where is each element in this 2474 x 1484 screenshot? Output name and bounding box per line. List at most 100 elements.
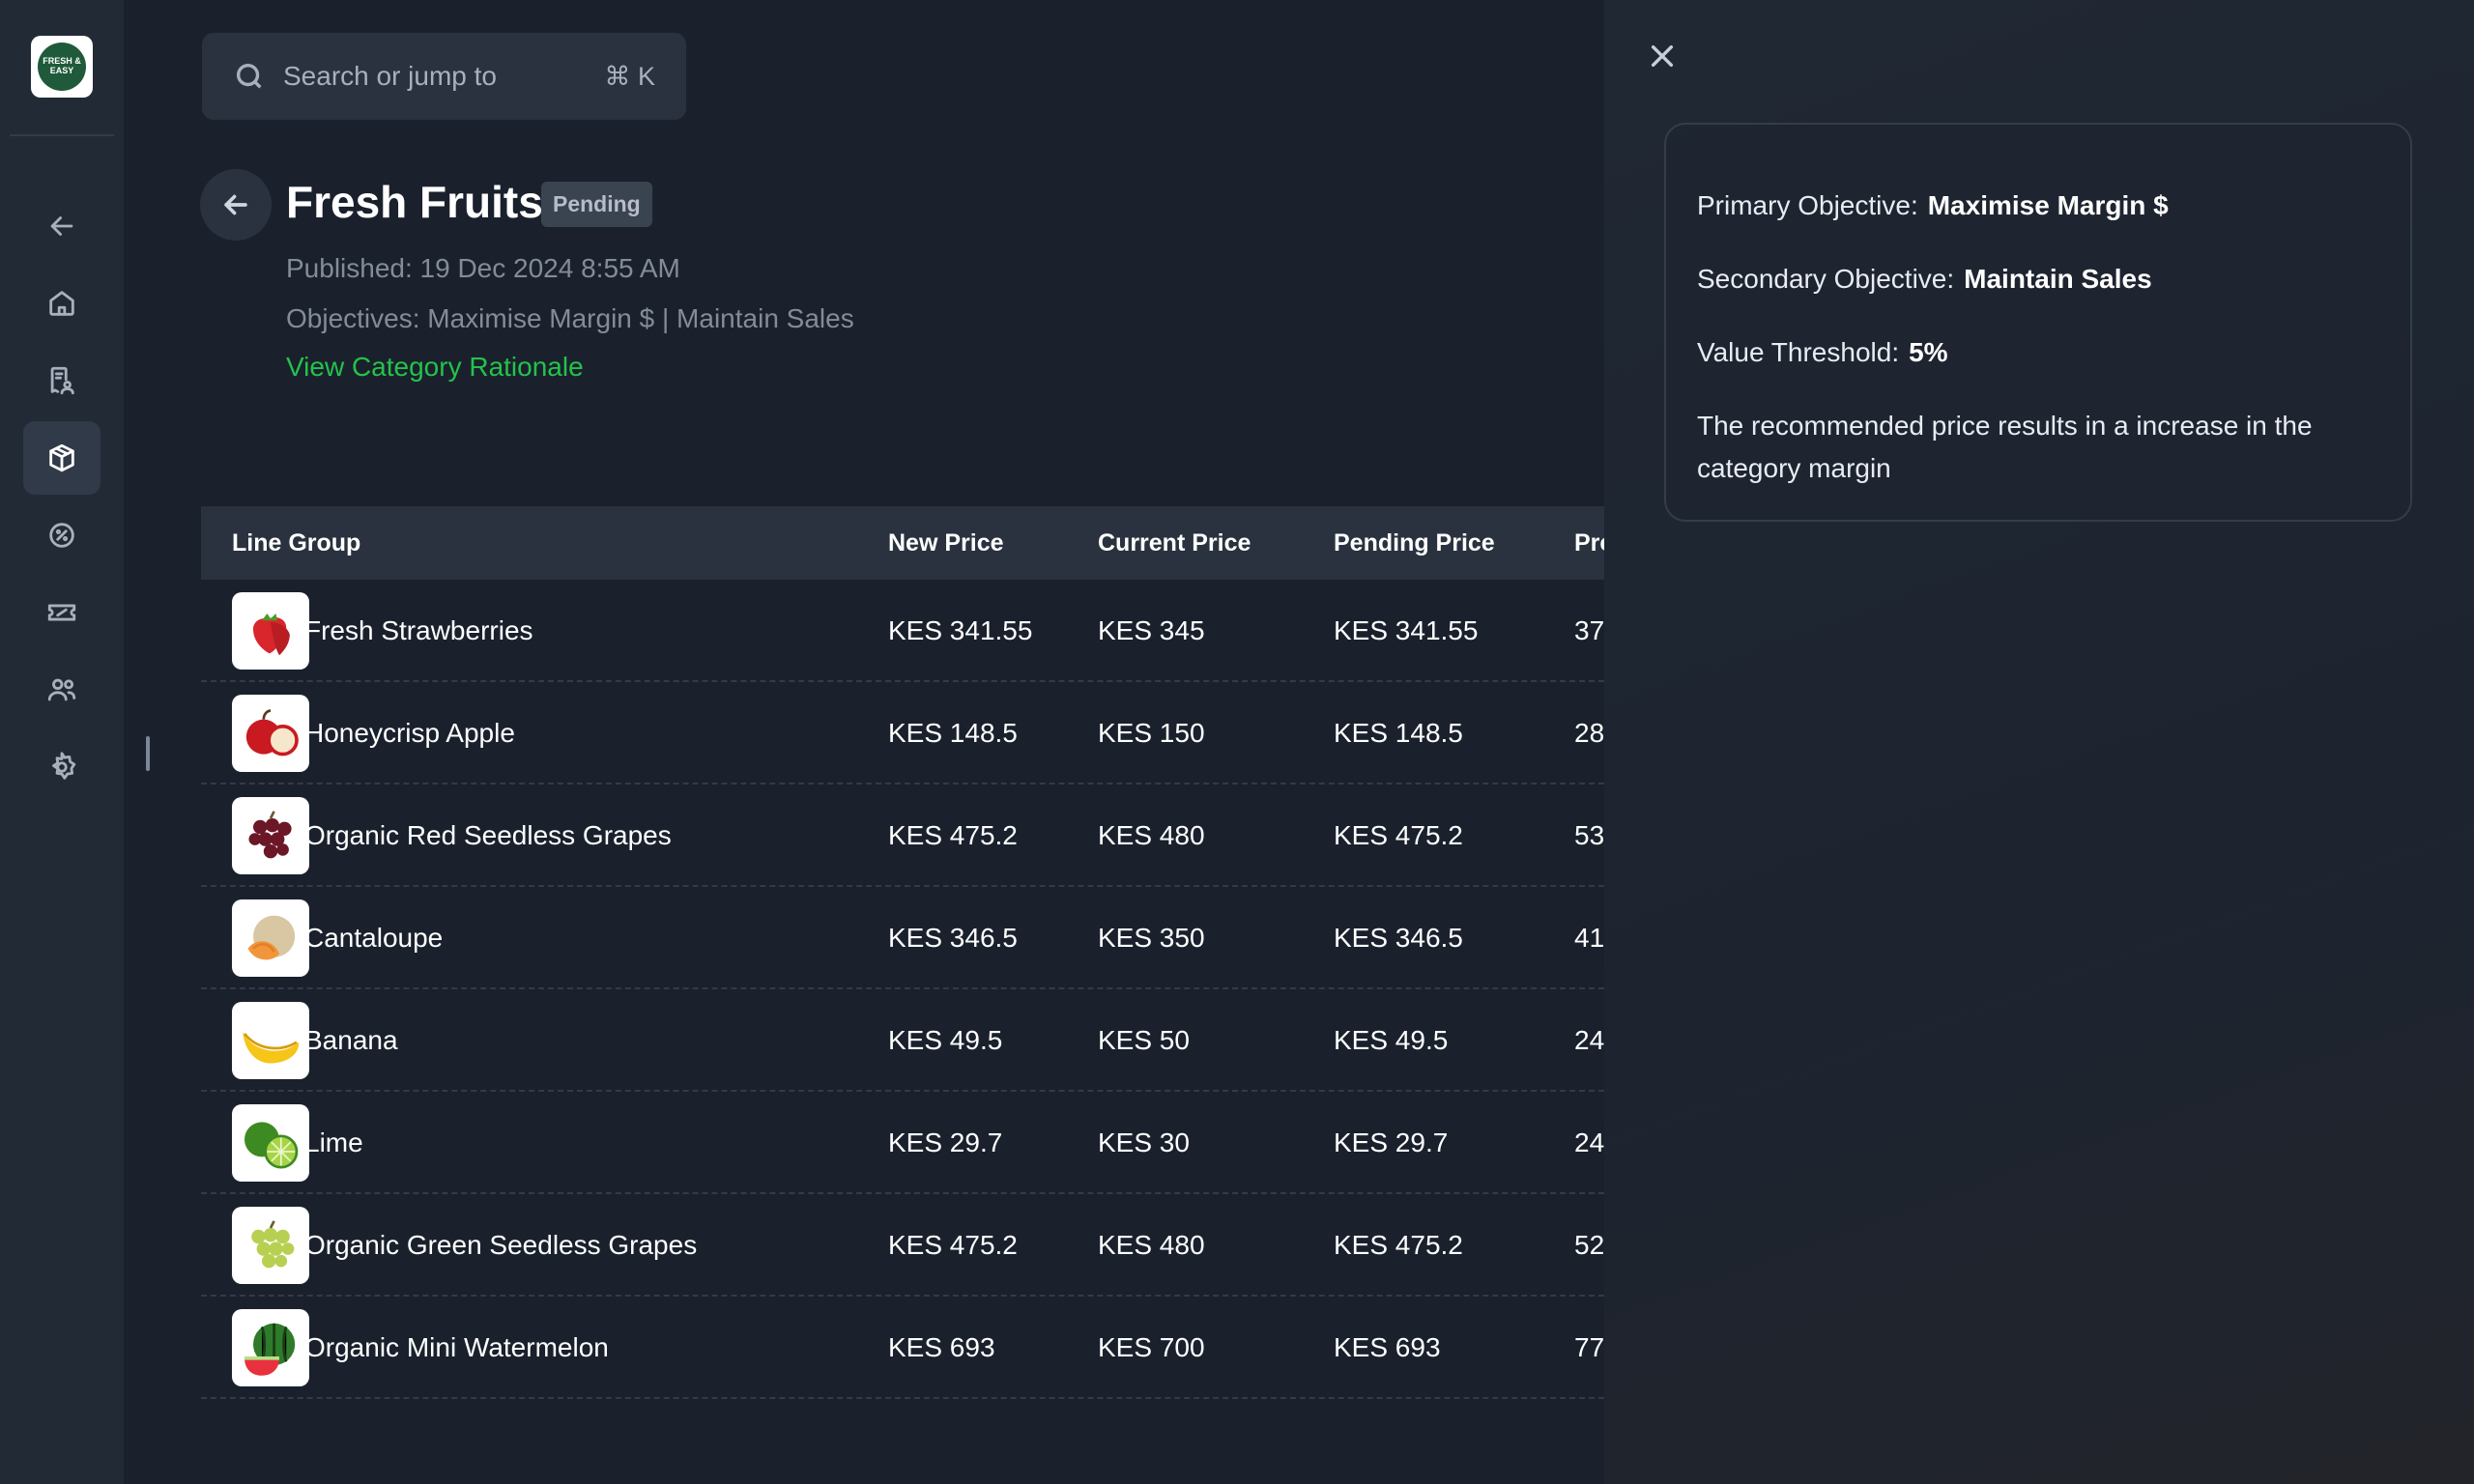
app-logo[interactable]: FRESH & EASY [31, 36, 93, 98]
strawberry-thumbnail [232, 592, 309, 670]
cell-line-group: Organic Mini Watermelon [304, 1332, 609, 1362]
gear-icon [52, 752, 76, 780]
cell-new-price: KES 693 [888, 1332, 995, 1362]
watermelon-image [245, 1323, 296, 1376]
table-row[interactable]: Fresh Strawberries KES 341.55 KES 345 KES 3… [201, 580, 1604, 682]
green-grapes-thumbnail [232, 1207, 309, 1284]
home-icon [49, 291, 74, 316]
cantaloupe-image [247, 915, 296, 960]
table-row[interactable]: Organic Green Seedless Grapes KES 475.2 KE… [201, 1194, 1604, 1297]
sidebar-item-users[interactable] [23, 653, 101, 727]
cell-pending-price: KES 693 [1334, 1332, 1441, 1362]
page-title: Fresh Fruits [286, 177, 543, 227]
table-body: Fresh Strawberries KES 341.55 KES 345 KES 3… [201, 580, 1604, 1399]
discount-icon [49, 523, 74, 548]
cell-pending-price: KES 475.2 [1334, 1230, 1463, 1260]
table-row[interactable]: Cantaloupe KES 346.5 KES 350 KES 346.5 418 [201, 887, 1604, 989]
lime-thumbnail [232, 1104, 309, 1182]
sidebar: FRESH & EASY [0, 0, 124, 1484]
cell-previous: 28 [1574, 718, 1604, 748]
search-icon [236, 63, 262, 89]
primary-objective-value: Maximise Margin $ [1927, 190, 2169, 220]
arrow-left-icon [224, 194, 247, 215]
table-row[interactable]: Organic Mini Watermelon KES 693 KES 700 KES… [201, 1297, 1604, 1399]
value-threshold: Value Threshold: 5% [1697, 337, 1948, 368]
secondary-objective-label: Secondary Objective: [1697, 264, 1955, 294]
search-bar[interactable]: Search or jump to ⌘ K [202, 33, 686, 120]
sidebar-collapse-handle[interactable] [146, 736, 150, 771]
column-header-line-group[interactable]: Line Group [232, 528, 361, 556]
price-table: Line Group New Price Current Price Pendi… [201, 506, 1604, 1401]
cell-pending-price: KES 29.7 [1334, 1127, 1449, 1157]
rationale-description: The recommended price results in a incre… [1697, 411, 2313, 483]
cell-pending-price: KES 49.5 [1334, 1025, 1449, 1055]
cell-new-price: KES 148.5 [888, 718, 1018, 748]
cell-previous: 77 [1574, 1332, 1604, 1362]
column-header-previous[interactable]: Pre [1574, 528, 1604, 556]
cell-previous: 370 [1574, 615, 1604, 645]
cell-line-group: Cantaloupe [304, 923, 444, 953]
logo-text: FRESH & EASY [43, 56, 81, 75]
sidebar-item-orders[interactable] [23, 344, 101, 417]
cell-line-group: Banana [304, 1025, 398, 1055]
cell-new-price: KES 29.7 [888, 1127, 1003, 1157]
cell-pending-price: KES 475.2 [1334, 820, 1463, 850]
table-row[interactable]: Lime KES 29.7 KES 30 KES 29.7 24 [201, 1092, 1604, 1194]
cell-current-price: KES 700 [1098, 1332, 1205, 1362]
cell-current-price: KES 150 [1098, 718, 1205, 748]
cell-line-group: Lime [304, 1127, 363, 1157]
box-icon [49, 443, 74, 472]
sidebar-item-products[interactable] [23, 421, 101, 495]
logo-mark: FRESH & EASY [38, 43, 86, 91]
cell-line-group: Organic Green Seedless Grapes [304, 1230, 698, 1260]
table-row[interactable]: Organic Red Seedless Grapes KES 475.2 KES … [201, 785, 1604, 887]
cell-pending-price: KES 148.5 [1334, 718, 1463, 748]
apple-thumbnail [232, 695, 309, 772]
watermelon-thumbnail [232, 1309, 309, 1386]
sidebar-item-discounts[interactable] [23, 499, 101, 572]
view-category-rationale-link[interactable]: View Category Rationale [286, 352, 584, 382]
search-shortcut: ⌘ K [604, 61, 655, 91]
cell-line-group: Fresh Strawberries [304, 615, 533, 645]
cell-line-group: Organic Red Seedless Grapes [304, 820, 672, 850]
table-row[interactable]: Banana KES 49.5 KES 50 KES 49.5 24 [201, 989, 1604, 1092]
cell-previous: 24 [1574, 1025, 1604, 1055]
cell-line-group: Honeycrisp Apple [304, 718, 515, 748]
red-grapes-image [248, 811, 292, 859]
status-badge: Pending [541, 182, 652, 227]
sidebar-item-settings[interactable] [23, 730, 101, 804]
banana-thumbnail [232, 1002, 309, 1079]
green-grapes-image [251, 1220, 295, 1269]
published-date: Published: 19 Dec 2024 8:55 AM [286, 253, 680, 283]
sidebar-divider [10, 134, 114, 136]
table-header: Line Group New Price Current Price Pendi… [201, 506, 1604, 580]
cell-current-price: KES 345 [1098, 615, 1205, 645]
arrow-left-icon [50, 216, 73, 236]
cell-current-price: KES 30 [1098, 1127, 1190, 1157]
column-header-current-price[interactable]: Current Price [1098, 528, 1251, 556]
cell-current-price: KES 480 [1098, 820, 1205, 850]
cell-current-price: KES 350 [1098, 923, 1205, 953]
sidebar-item-home[interactable] [23, 267, 101, 340]
cell-pending-price: KES 341.55 [1334, 615, 1479, 645]
sidebar-item-coupons[interactable] [23, 576, 101, 649]
close-icon [1651, 44, 1674, 68]
table-row[interactable]: Honeycrisp Apple KES 148.5 KES 150 KES 148.… [201, 682, 1604, 785]
close-panel-button[interactable] [1643, 37, 1682, 75]
back-button[interactable] [200, 169, 272, 241]
receipt-user-icon [50, 366, 74, 395]
cell-previous: 24 [1574, 1127, 1604, 1157]
primary-objective-label: Primary Objective: [1697, 190, 1918, 220]
cell-current-price: KES 480 [1098, 1230, 1205, 1260]
secondary-objective: Secondary Objective: Maintain Sales [1697, 264, 2152, 295]
search-placeholder[interactable]: Search or jump to [283, 61, 497, 91]
value-threshold-label: Value Threshold: [1697, 337, 1900, 367]
column-header-pending-price[interactable]: Pending Price [1334, 528, 1495, 556]
cell-new-price: KES 475.2 [888, 1230, 1018, 1260]
sidebar-item-back[interactable] [23, 189, 101, 263]
cell-current-price: KES 50 [1098, 1025, 1190, 1055]
lime-image [245, 1122, 299, 1169]
objectives-summary: Objectives: Maximise Margin $ | Maintain… [286, 303, 854, 333]
cell-previous: 53 [1574, 820, 1604, 850]
column-header-new-price[interactable]: New Price [888, 528, 1004, 556]
